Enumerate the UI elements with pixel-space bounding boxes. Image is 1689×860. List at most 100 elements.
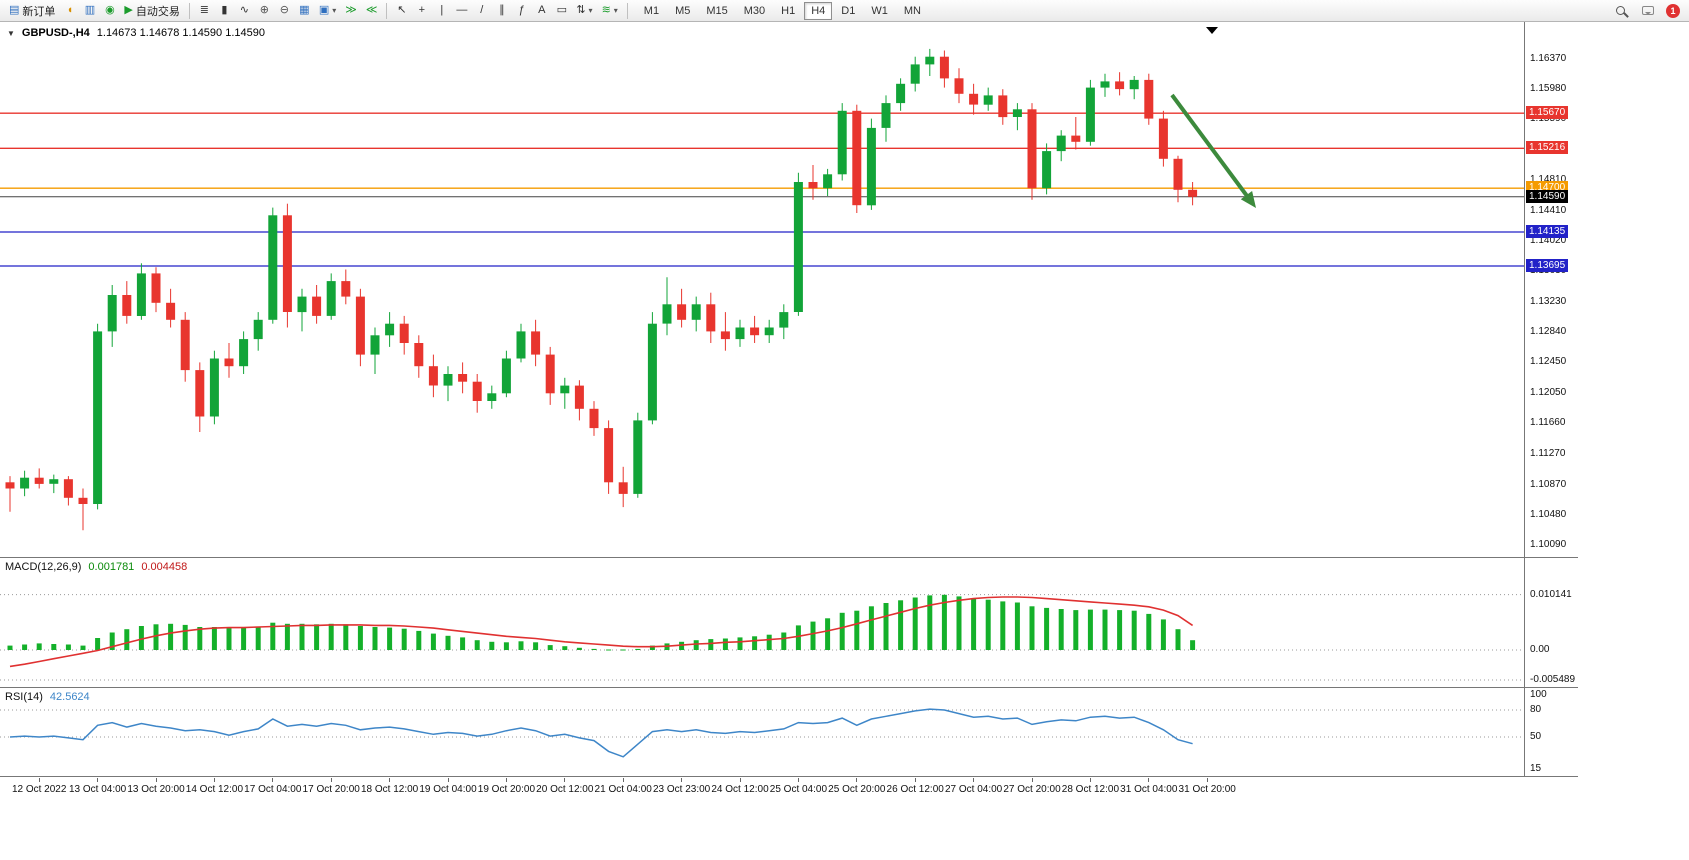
text-tool-button[interactable]: A: [532, 1, 551, 20]
timeframe-M1[interactable]: M1: [637, 2, 666, 20]
price-tick: 1.12050: [1530, 387, 1567, 399]
chevron-down-icon: ▾: [588, 6, 593, 15]
zoom-out-button[interactable]: ⊖: [275, 1, 294, 20]
notification-badge[interactable]: 1: [1666, 3, 1680, 18]
candle: [691, 296, 701, 332]
rsi-chart[interactable]: [0, 688, 1524, 776]
timeframe-M15[interactable]: M15: [699, 2, 734, 20]
rsi-axis[interactable]: 100 80 50 15: [1524, 687, 1578, 776]
macd-histogram-bar: [518, 641, 524, 650]
auto-scroll-button[interactable]: ≫: [341, 1, 361, 20]
timeframe-M5[interactable]: M5: [668, 2, 697, 20]
time-label: 19 Oct 20:00: [477, 784, 536, 795]
candle-body: [735, 327, 745, 340]
candle: [662, 277, 672, 336]
channel-button[interactable]: ∥: [492, 1, 511, 20]
auto-trading-button[interactable]: ▶ 自动交易: [120, 1, 183, 20]
macd-chart[interactable]: [0, 558, 1524, 687]
macd-histogram-bar: [1131, 610, 1137, 650]
time-label: 31 Oct 04:00: [1120, 784, 1178, 795]
fibonacci-button[interactable]: ƒ: [512, 1, 531, 20]
scroll-to-end-marker[interactable]: [1206, 27, 1218, 34]
macd-histogram-bar: [36, 643, 42, 650]
timeframe-MN[interactable]: MN: [897, 2, 928, 20]
tile-windows-button[interactable]: ▦: [295, 1, 314, 20]
macd-axis[interactable]: 0.010141 0.00 -0.005489: [1524, 557, 1578, 687]
arrows-tool-button[interactable]: ⇅ ▾: [572, 1, 596, 20]
chart-ohlc-values: 1.14673 1.14678 1.14590 1.14590: [96, 27, 265, 39]
bar-chart-button[interactable]: ≣: [195, 1, 214, 20]
candle-body: [1115, 81, 1125, 90]
trend-arrow-head[interactable]: [1240, 191, 1256, 208]
candle: [881, 95, 891, 142]
vertical-line-button[interactable]: |: [432, 1, 451, 20]
price-tick: 1.14020: [1530, 234, 1567, 246]
price-tick: 1.11660: [1530, 417, 1566, 429]
macd-histogram-bar: [80, 645, 86, 650]
candle-body: [297, 296, 307, 313]
candle: [1071, 117, 1081, 150]
charts-panel-button[interactable]: ▥: [80, 1, 99, 20]
time-tick: [213, 778, 215, 782]
candle: [545, 346, 555, 405]
macd-histogram-bar: [752, 636, 758, 650]
candle: [574, 380, 584, 421]
chart-dropdown-icon[interactable]: ▼: [7, 28, 15, 38]
cursor-button[interactable]: ↖: [392, 1, 411, 20]
time-label: 17 Oct 20:00: [302, 784, 360, 795]
candle: [560, 377, 570, 409]
candle-body: [341, 281, 351, 297]
macd-histogram-bar: [1000, 601, 1006, 650]
vertical-line-icon: |: [440, 4, 444, 16]
macd-histogram-bar: [1029, 606, 1035, 650]
price-tick: 1.14810: [1530, 173, 1567, 185]
macd-histogram-bar: [854, 610, 860, 650]
time-axis[interactable]: 12 Oct 2022 13 Oct 04:00 13 Oct 20:00 14 Oc…: [0, 776, 1578, 799]
candle-body: [662, 304, 672, 324]
crosshair-button[interactable]: +: [412, 1, 431, 20]
timeframe-H1[interactable]: H1: [774, 2, 802, 20]
time-label: 19 Oct 04:00: [419, 784, 477, 795]
tile-windows-icon: ▦: [299, 4, 310, 16]
rsi-name: RSI(14): [5, 691, 43, 703]
indicators-button[interactable]: ≋ ▾: [598, 1, 622, 20]
time-tick: [1089, 778, 1091, 782]
chart-shift-button[interactable]: ≪: [362, 1, 382, 20]
timeframe-M30[interactable]: M30: [737, 2, 772, 20]
macd-histogram-bar: [226, 628, 232, 650]
timeframe-H4[interactable]: H4: [804, 1, 833, 20]
macd-histogram-bar: [693, 640, 699, 650]
price-tick: 1.14410: [1530, 204, 1567, 216]
macd-histogram-bar: [825, 618, 831, 650]
search-button[interactable]: [1611, 1, 1630, 20]
candle: [122, 281, 132, 324]
candle: [166, 288, 176, 328]
zoom-in-button[interactable]: ⊕: [255, 1, 274, 20]
candle: [1173, 155, 1183, 203]
macd-histogram-bar: [314, 624, 320, 650]
trendline-button[interactable]: /: [472, 1, 491, 20]
macd-histogram-bar: [1190, 640, 1196, 650]
new-order-label: 新订单: [22, 5, 56, 18]
timeframe-W1[interactable]: W1: [864, 2, 895, 20]
timeframe-D1[interactable]: D1: [834, 2, 862, 20]
price-axis[interactable]: 1.163701.159801.155901.152001.148101.144…: [1524, 22, 1578, 557]
chat-button[interactable]: [1638, 1, 1658, 20]
candle: [531, 319, 541, 367]
macd-histogram-bar: [810, 621, 816, 650]
toolbar-right-group: 1: [1611, 1, 1684, 20]
sound-button[interactable]: ◖: [60, 1, 79, 20]
chevron-down-icon: ▾: [332, 6, 337, 15]
candlestick-chart[interactable]: [0, 22, 1524, 557]
arrange-charts-button[interactable]: ▣ ▾: [315, 1, 340, 20]
shapes-button[interactable]: ▭: [552, 1, 571, 20]
new-order-button[interactable]: ▤ 新订单: [5, 1, 59, 20]
candlestick-chart-button[interactable]: ▮: [215, 1, 234, 20]
macd-histogram-bar: [956, 596, 962, 650]
trend-arrow-shaft[interactable]: [1170, 93, 1252, 202]
candlestick-chart-icon: ▮: [221, 4, 228, 16]
community-button[interactable]: ◉: [100, 1, 119, 20]
line-chart-button[interactable]: ∿: [235, 1, 254, 20]
candle: [633, 412, 643, 498]
horizontal-line-button[interactable]: —: [452, 1, 471, 20]
